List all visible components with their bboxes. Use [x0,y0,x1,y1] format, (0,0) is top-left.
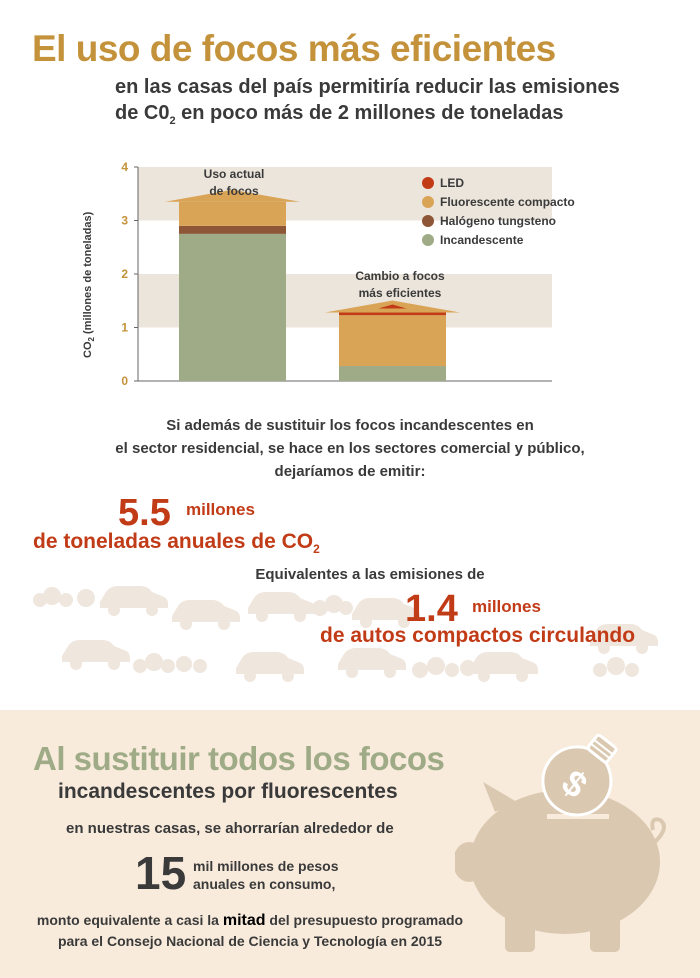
y-tick-label: 1 [121,321,128,335]
bar-segment-incandescente [339,366,446,381]
stat-tons-unit: millones [186,500,255,519]
chart-y-axis-label: CO2 (millones de toneladas) [82,211,97,358]
legend-swatch [422,215,434,227]
stat-cars-number: 1.4 [405,588,458,630]
savings-headline-2: incandescentes por fluorescentes [58,780,398,803]
car-icon [236,652,304,682]
car-icon [352,598,420,628]
subtitle-line-2: de C02 en poco más de 2 millones de tone… [115,102,564,127]
stat-tons-line: de toneladas anuales de CO2 [33,530,320,557]
bar-segment-halógeno-tungsteno [179,225,286,234]
y-tick-label: 0 [121,374,128,388]
savings-footnote: monto equivalente a casi la mitad del pr… [36,912,464,949]
piggy-bank-icon: $ [455,733,666,952]
bar-label-efficient: Cambio a focos más eficientes [355,269,445,300]
savings-line-3: en nuestras casas, se ahorrarían alreded… [66,820,394,837]
smoke-icon [312,595,353,616]
car-icon [470,652,538,682]
smoke-icon [412,657,476,678]
bar-segment-fluorescente-compacto [339,315,446,367]
legend-label: Halógeno tungsteno [440,214,556,228]
smoke-icon [33,587,95,607]
savings-number: 15 [135,847,187,899]
page-title: El uso de focos más eficientes [32,28,556,69]
bar-roof [165,189,300,202]
cars-background [33,586,658,682]
bar-segment-led [339,312,446,316]
y-tick-label: 3 [121,214,128,228]
smoke-icon [593,657,639,677]
savings-headline-1: Al sustituir todos los focos [33,740,445,777]
legend-label: Fluorescente compacto [440,195,575,209]
stat-cars-intro: Equivalentes a las emisiones de [255,566,485,583]
stat-tons-number: 5.5 [118,492,171,534]
legend-swatch [422,196,434,208]
bar-roof-led [378,304,407,309]
smoke-icon [133,653,207,673]
y-tick-label: 2 [121,267,128,281]
car-icon [100,586,168,616]
bar-segment-incandescente [179,233,286,381]
bar-label-current: Uso actual de focos [203,167,265,198]
y-tick-label: 4 [121,160,128,174]
savings-section: $ [0,710,700,978]
legend-swatch [422,234,434,246]
stat-cars-unit: millones [472,597,541,616]
car-icon [62,640,130,670]
legend-swatch [422,177,434,189]
emissions-chart: 0 1 2 3 4 LED Fluorescente compacto Halógeno t… [121,160,575,388]
car-icon [248,592,316,622]
bar-segment-fluorescente-compacto [179,201,286,226]
savings-number-caption: mil millones de pesos anuales en consumo… [193,858,339,892]
subtitle-line-1: en las casas del país permitiría reducir… [115,76,620,98]
car-icon [338,648,406,678]
intro-paragraph: Si además de sustituir los focos incande… [115,417,585,480]
legend-label: LED [440,176,464,190]
legend-label: Incandescente [440,233,524,247]
car-icon [590,624,658,654]
car-icon [172,600,240,630]
stat-cars-line: de autos compactos circulando [320,624,636,647]
lightbulb-dollar-icon: $ [541,733,618,817]
